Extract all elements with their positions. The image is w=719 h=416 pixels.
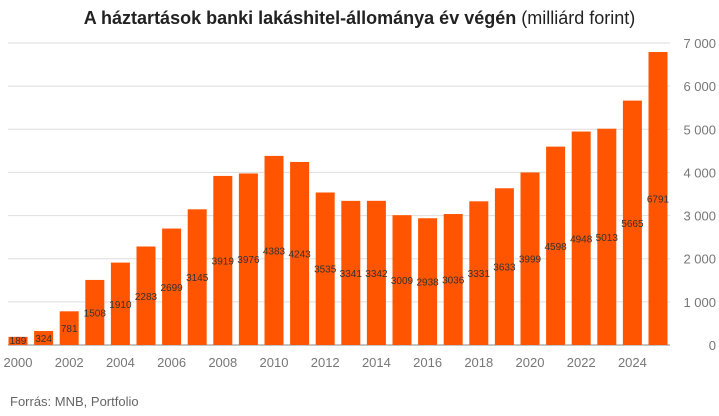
x-tick-label: 2004 [106,355,135,370]
x-tick-label: 2010 [260,355,289,370]
chart-title: A háztartások banki lakáshitel-állománya… [0,8,719,29]
y-tick-label: 4 000 [683,165,716,180]
bar [213,175,233,345]
data-label: 3341 [340,269,363,280]
bar [571,131,591,345]
data-label: 6791 [647,195,670,206]
bar [315,192,335,345]
data-label: 2938 [416,278,439,289]
data-label: 1910 [109,300,132,311]
bar [494,188,514,345]
bar [85,279,105,345]
bar [8,336,28,345]
x-tick-label: 2018 [464,355,493,370]
data-label: 1508 [84,308,107,319]
x-tick-label: 2008 [208,355,237,370]
bar [238,173,258,345]
title-main: A háztartások banki lakáshitel-állománya… [83,8,517,28]
data-label: 3145 [186,273,209,284]
bar [469,201,489,345]
bar [392,215,412,345]
x-tick-label: 2002 [55,355,84,370]
bar [341,200,361,345]
x-tick-label: 2014 [362,355,391,370]
data-label: 4243 [288,249,311,260]
data-label: 3999 [519,255,542,266]
y-tick-label: 7 000 [683,36,716,51]
data-label: 4948 [570,234,593,245]
x-tick-label: 2000 [4,355,33,370]
data-label: 3036 [442,276,465,287]
bar [187,209,207,345]
data-label: 3009 [391,276,414,287]
data-label: 4598 [544,242,567,253]
data-label: 3535 [314,265,337,276]
bar [264,155,284,345]
data-label: 2699 [160,283,183,294]
x-tick-label: 2006 [157,355,186,370]
x-tick-label: 2016 [413,355,442,370]
bar [443,214,463,345]
source-note: Forrás: MNB, Portfolio [10,394,139,409]
bar [418,218,438,345]
x-tick-label: 2024 [618,355,647,370]
y-tick-label: 5 000 [683,122,716,137]
data-label: 3976 [237,255,260,266]
bar [290,161,310,345]
bar [520,172,540,345]
bar [648,52,668,346]
bar [162,228,182,345]
bar [622,100,642,346]
bar [366,200,386,345]
y-tick-label: 3 000 [683,209,716,224]
bar [34,331,54,345]
y-tick-label: 1 000 [683,295,716,310]
x-tick-label: 2022 [567,355,596,370]
data-label: 781 [61,324,78,335]
x-tick-label: 2020 [516,355,545,370]
data-label: 3919 [212,256,235,267]
bar [136,246,156,345]
bar [546,146,566,345]
data-label: 5013 [596,233,619,244]
data-label: 3633 [493,263,516,274]
data-label: 189 [10,336,27,347]
x-tick-label: 2012 [311,355,340,370]
data-label: 2283 [135,292,158,303]
bar [597,128,617,345]
title-unit: (milliárd forint) [521,8,636,28]
y-tick-label: 6 000 [683,79,716,94]
data-label: 3342 [365,269,388,280]
data-label: 5665 [621,219,644,230]
data-label: 4383 [263,246,286,257]
y-tick-label: 0 [709,338,716,353]
bar [59,311,79,345]
data-label: 3331 [468,269,491,280]
y-tick-label: 2 000 [683,252,716,267]
bar [110,262,130,345]
data-label: 324 [35,334,52,345]
